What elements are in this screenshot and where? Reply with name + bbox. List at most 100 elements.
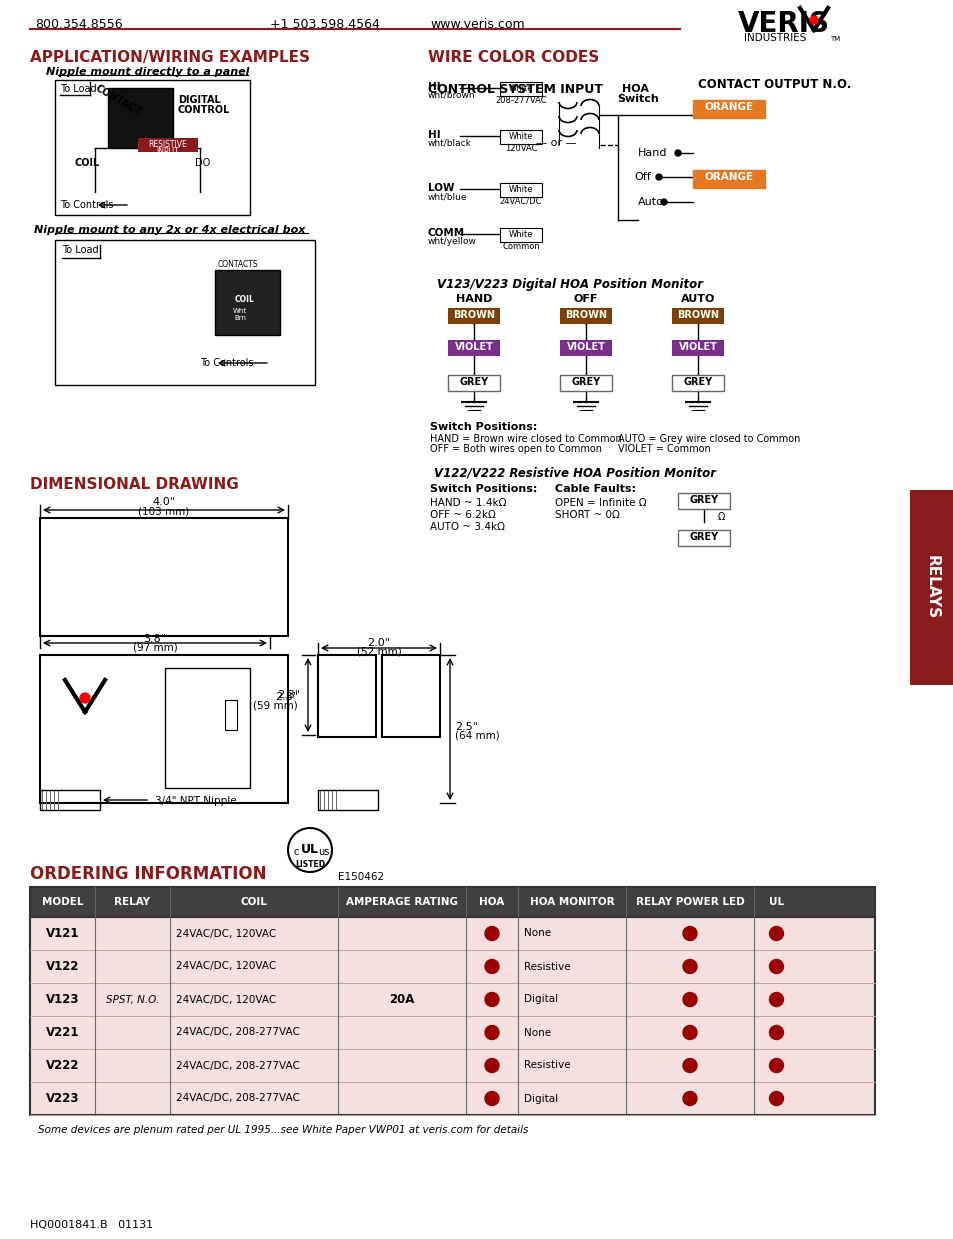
- Bar: [138, 138, 198, 152]
- Bar: [55, 240, 314, 385]
- Text: Auto: Auto: [638, 197, 663, 207]
- Bar: [671, 339, 723, 356]
- Bar: [559, 375, 612, 392]
- Text: V123: V123: [46, 992, 79, 1006]
- Text: AMPERAGE RATING: AMPERAGE RATING: [346, 897, 457, 907]
- Text: 24VAC/DC, 208-277VAC: 24VAC/DC, 208-277VAC: [175, 1061, 299, 1070]
- Bar: [692, 100, 764, 118]
- Bar: [108, 88, 172, 147]
- Text: GREY: GREY: [571, 377, 600, 387]
- Text: 24VAC/DC, 208-277VAC: 24VAC/DC, 208-277VAC: [175, 1027, 299, 1037]
- Text: DIMENSIONAL DRAWING: DIMENSIONAL DRAWING: [30, 477, 238, 492]
- Text: V222: V222: [46, 1059, 79, 1072]
- Circle shape: [484, 1092, 498, 1105]
- Text: 2.0": 2.0": [367, 638, 390, 648]
- Text: 4.0": 4.0": [152, 497, 175, 507]
- Text: COIL: COIL: [75, 159, 100, 169]
- Bar: [499, 130, 541, 144]
- Text: COIL: COIL: [240, 897, 267, 907]
- Text: VIOLET: VIOLET: [454, 342, 493, 352]
- Text: 2.3": 2.3": [274, 693, 297, 703]
- Text: GREY: GREY: [689, 496, 718, 506]
- Text: Common: Common: [501, 242, 539, 252]
- Circle shape: [484, 1058, 498, 1073]
- Text: BROWN: BROWN: [564, 310, 606, 320]
- Text: BROWN: BROWN: [453, 310, 495, 320]
- Text: SHORT ~ 0Ω: SHORT ~ 0Ω: [555, 510, 619, 520]
- Text: To Controls: To Controls: [200, 358, 253, 368]
- Text: TM: TM: [829, 36, 840, 42]
- Text: GREY: GREY: [459, 377, 488, 387]
- Text: 24VAC/DC, 120VAC: 24VAC/DC, 120VAC: [175, 995, 276, 1005]
- Text: wht/black: wht/black: [428, 139, 472, 147]
- Circle shape: [484, 992, 498, 1006]
- Text: RELAYS: RELAYS: [923, 555, 939, 620]
- Text: HQ0001841.B   01131: HQ0001841.B 01131: [30, 1220, 153, 1230]
- Text: 3/4" NPT Nipple: 3/4" NPT Nipple: [154, 795, 236, 807]
- Text: RELAY: RELAY: [114, 897, 151, 907]
- Circle shape: [682, 959, 697, 974]
- Text: GREY: GREY: [682, 377, 712, 387]
- Circle shape: [682, 1026, 697, 1040]
- Text: 2.3": 2.3": [276, 690, 299, 700]
- Text: (64 mm): (64 mm): [455, 731, 499, 741]
- Text: CONTROL: CONTROL: [178, 105, 230, 115]
- Text: INPUT: INPUT: [156, 147, 179, 156]
- Circle shape: [769, 992, 782, 1006]
- Text: Wht: Wht: [233, 309, 247, 313]
- Text: Switch Positions:: Switch Positions:: [430, 484, 537, 494]
- Text: Hand: Hand: [638, 147, 667, 159]
- Bar: [30, 917, 874, 1115]
- Text: V223: V223: [46, 1092, 79, 1105]
- Text: AUTO: AUTO: [680, 294, 715, 304]
- Bar: [678, 493, 729, 509]
- Bar: [214, 270, 280, 335]
- Text: HOA: HOA: [478, 897, 504, 907]
- Text: CONTROL SYSTEM INPUT: CONTROL SYSTEM INPUT: [428, 83, 602, 95]
- Text: To Load: To Load: [62, 245, 98, 255]
- Bar: [559, 309, 612, 325]
- Text: c: c: [293, 847, 298, 857]
- Text: wht/blue: wht/blue: [428, 192, 467, 201]
- Bar: [678, 530, 729, 546]
- Bar: [692, 170, 764, 188]
- Text: COIL: COIL: [234, 295, 254, 304]
- Circle shape: [682, 992, 697, 1006]
- Text: 20A: 20A: [389, 992, 415, 1006]
- Text: 24VAC/DC, 208-277VAC: 24VAC/DC, 208-277VAC: [175, 1094, 299, 1104]
- Bar: [499, 228, 541, 242]
- Bar: [671, 375, 723, 392]
- Text: Resistive: Resistive: [523, 1061, 570, 1070]
- Text: VERIS: VERIS: [738, 10, 829, 38]
- Text: VIOLET: VIOLET: [566, 342, 605, 352]
- Text: None: None: [523, 1027, 551, 1037]
- Text: V122/V222 Resistive HOA Position Monitor: V122/V222 Resistive HOA Position Monitor: [434, 467, 716, 479]
- Text: VIOLET: VIOLET: [678, 342, 717, 352]
- Bar: [40, 790, 100, 810]
- Bar: [909, 489, 953, 685]
- Circle shape: [769, 1092, 782, 1105]
- Text: BROWN: BROWN: [677, 310, 719, 320]
- Text: 24VAC/DC, 120VAC: 24VAC/DC, 120VAC: [175, 961, 276, 971]
- Text: Ω: Ω: [718, 512, 724, 522]
- Text: HAND = Brown wire closed to Common: HAND = Brown wire closed to Common: [430, 434, 621, 444]
- Bar: [559, 339, 612, 356]
- Text: RELAY POWER LED: RELAY POWER LED: [635, 897, 743, 907]
- Text: White: White: [508, 230, 533, 239]
- Text: www.veris.com: www.veris.com: [430, 19, 524, 31]
- Text: White: White: [508, 84, 533, 93]
- Circle shape: [769, 927, 782, 940]
- Text: Off: Off: [634, 172, 650, 182]
- Circle shape: [682, 1092, 697, 1105]
- Text: Some devices are plenum rated per UL 1995...see White Paper VWP01 at veris.com f: Some devices are plenum rated per UL 199…: [38, 1125, 528, 1135]
- Text: V123/V223 Digital HOA Position Monitor: V123/V223 Digital HOA Position Monitor: [436, 278, 702, 291]
- Text: us: us: [318, 847, 330, 857]
- Text: 120VAC: 120VAC: [504, 144, 537, 152]
- Text: White: White: [508, 133, 533, 141]
- Text: Cable Faults:: Cable Faults:: [555, 484, 636, 494]
- Text: (52 mm): (52 mm): [356, 647, 401, 657]
- Text: White: White: [508, 185, 533, 195]
- Text: wht/brown: wht/brown: [428, 90, 476, 100]
- Bar: [40, 655, 288, 803]
- Text: wht/yellow: wht/yellow: [428, 237, 476, 247]
